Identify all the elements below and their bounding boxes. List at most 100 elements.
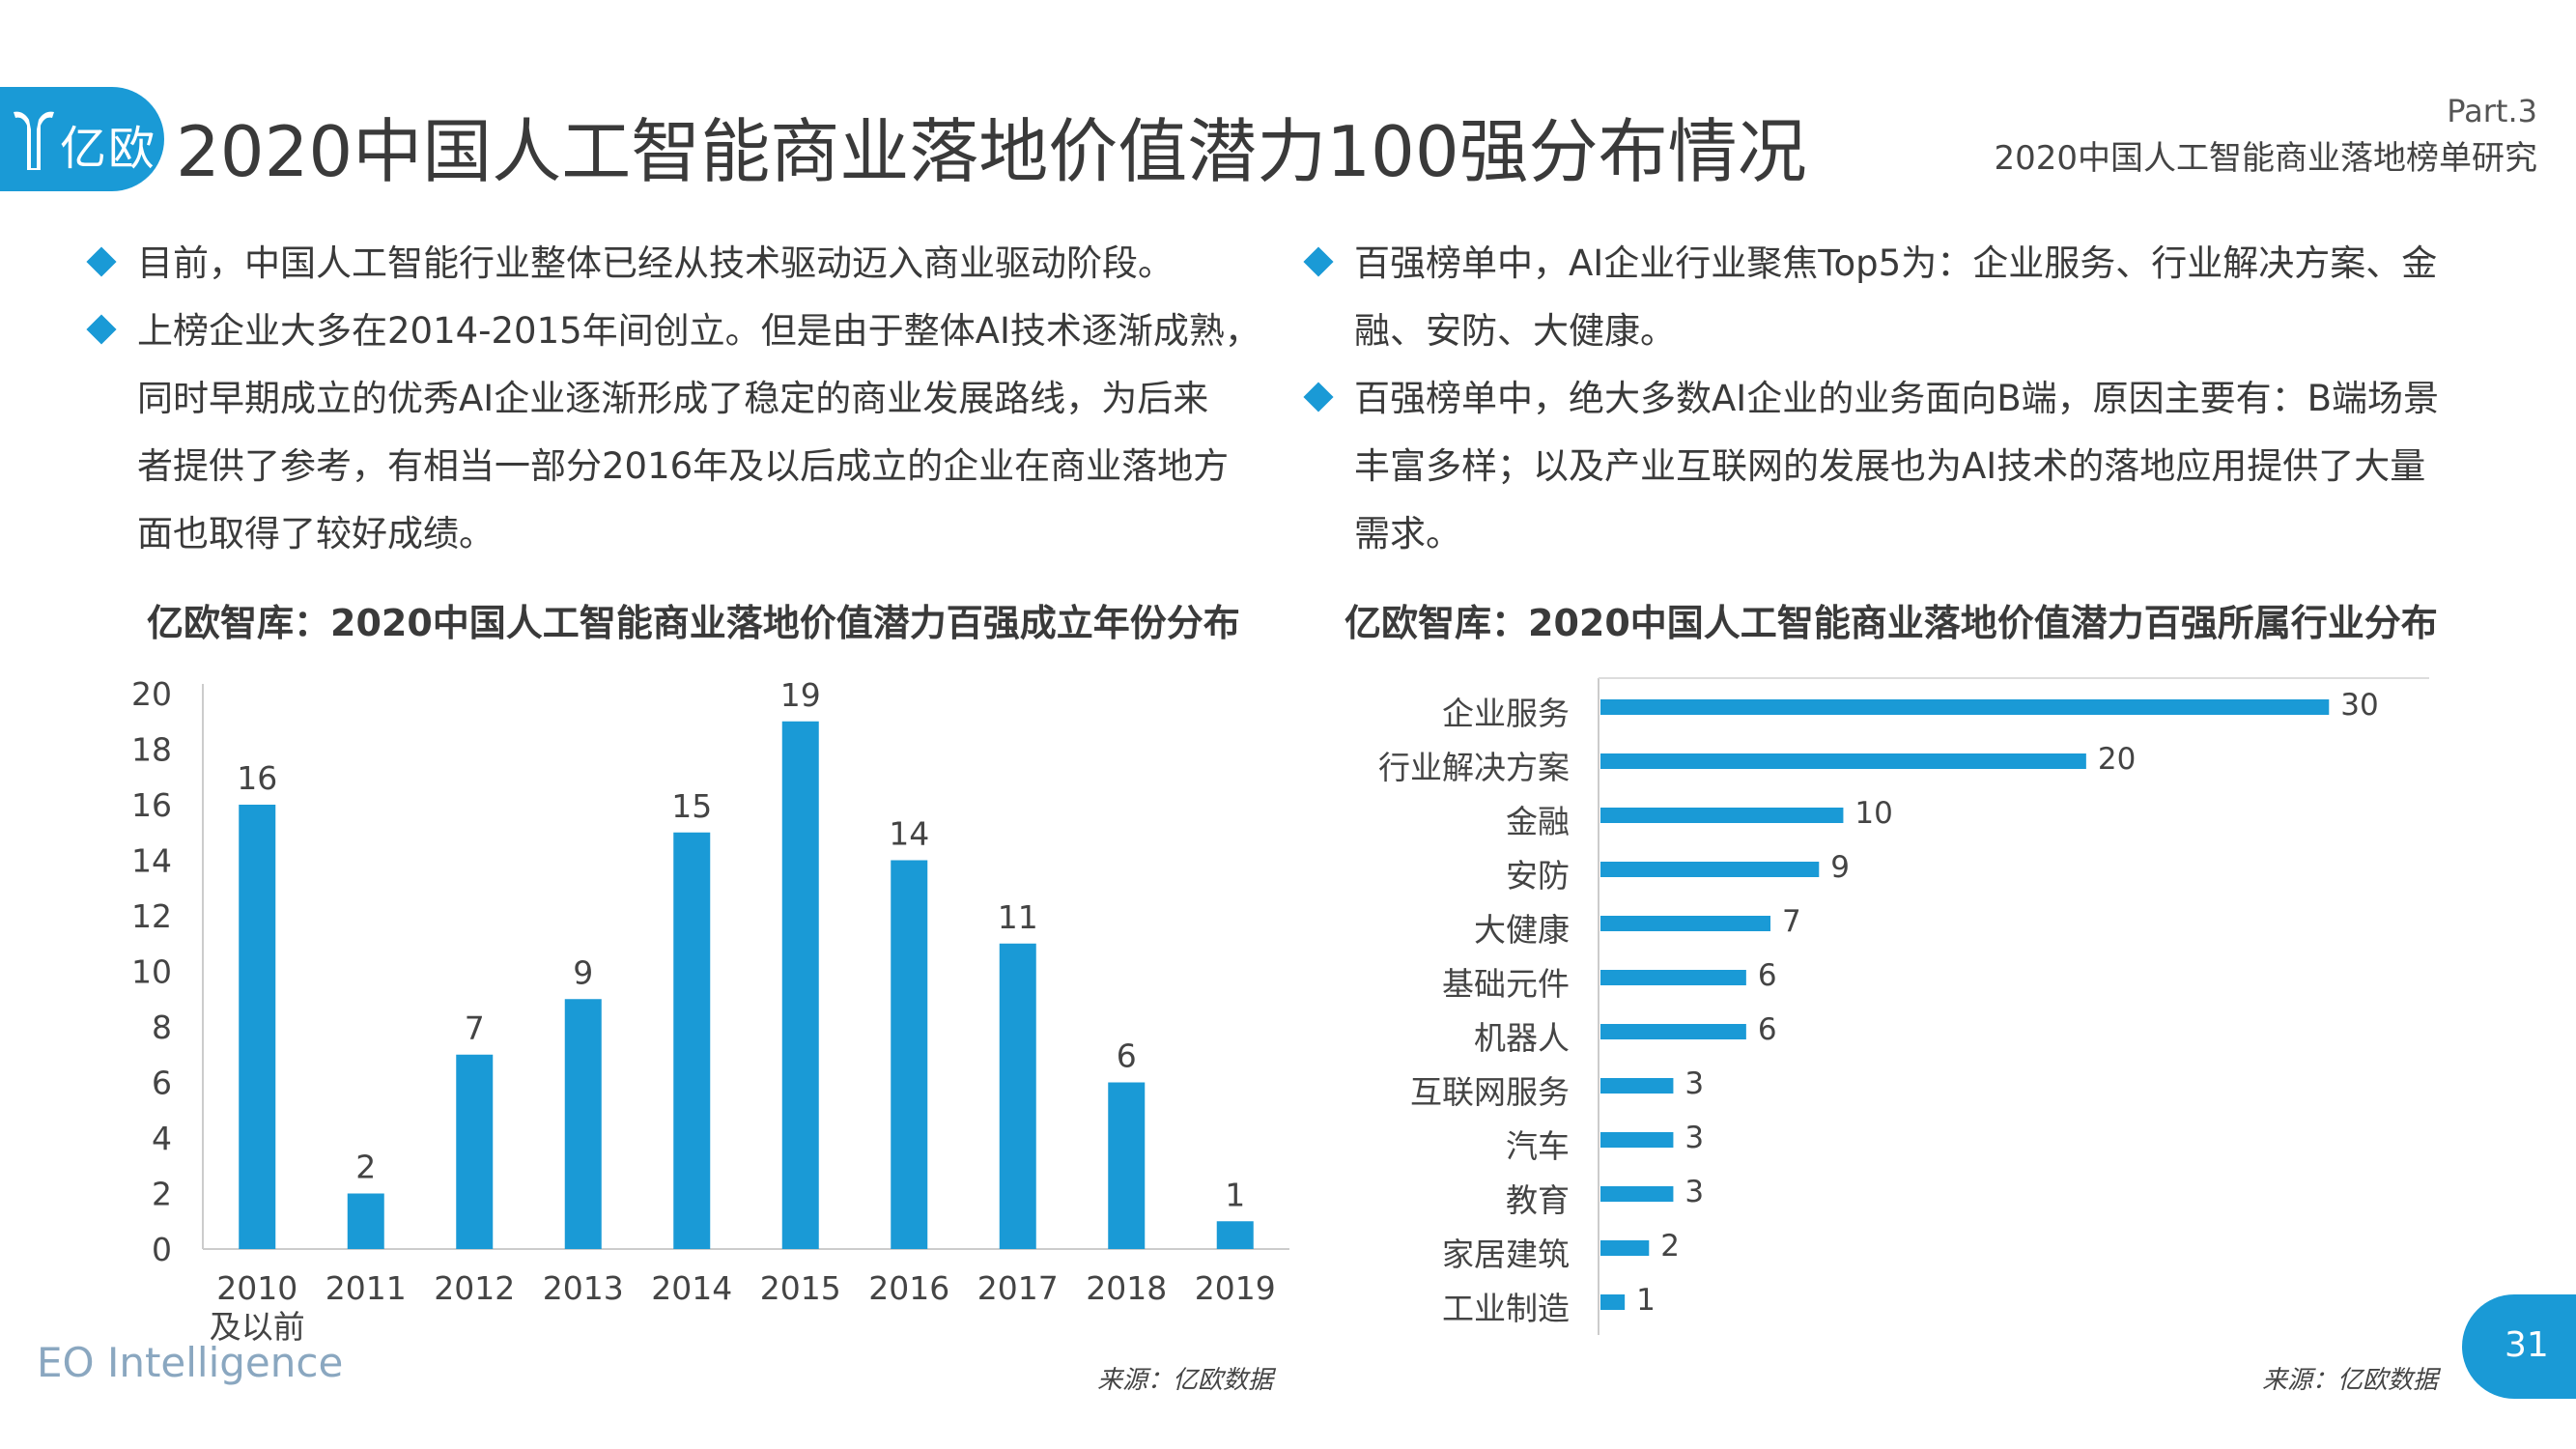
category-label: 工业制造 (1442, 1290, 1570, 1327)
x-tick-label: 2014 (651, 1269, 732, 1307)
y-tick-label: 2 (152, 1176, 172, 1213)
data-label: 9 (1830, 850, 1850, 885)
bullet-item: 上榜企业大多在2014-2015年间创立。但是由于整体AI技术逐渐成熟， 同时早期… (83, 298, 1329, 568)
data-label: 10 (1854, 796, 1892, 831)
category-label: 机器人 (1474, 1019, 1570, 1057)
bar (564, 999, 602, 1249)
bar (1216, 1221, 1254, 1249)
data-label: 1 (1225, 1176, 1245, 1213)
bullet-line: 丰富多样；以及产业互联网的发展也为AI技术的落地应用提供了大量 (1354, 445, 2426, 487)
category-label: 汽车 (1506, 1127, 1570, 1165)
bar (1600, 862, 1820, 877)
page-badge: 31 (2462, 1294, 2576, 1399)
x-tick-label: 2018 (1086, 1269, 1167, 1307)
data-label: 6 (1758, 958, 1777, 993)
bullet-line: 上榜企业大多在2014-2015年间创立。但是由于整体AI技术逐渐成熟， (137, 310, 1260, 352)
data-label: 2 (355, 1149, 376, 1186)
bullet-diamond-icon (86, 246, 117, 277)
data-label: 20 (2098, 742, 2136, 777)
data-label: 11 (998, 898, 1038, 936)
bullet-line: 目前，中国人工智能行业整体已经从技术驱动迈入商业驱动阶段。 (137, 242, 1174, 284)
y-tick-label: 20 (131, 675, 172, 713)
footer-brand: EO Intelligence (37, 1339, 344, 1386)
x-tick-label: 2013 (543, 1269, 624, 1307)
logo-badge: 亿欧 (0, 87, 164, 191)
bar (1600, 699, 2330, 715)
bullet-line: 融、安防、大健康。 (1354, 310, 1676, 352)
x-tick-label: 2017 (977, 1269, 1059, 1307)
category-label: 互联网服务 (1410, 1073, 1570, 1111)
bullets-left: 目前，中国人工智能行业整体已经从技术驱动迈入商业驱动阶段。上榜企业大多在2014… (83, 230, 1329, 568)
y-tick-label: 16 (131, 786, 172, 824)
data-label: 19 (780, 676, 821, 714)
bar (1600, 1024, 1746, 1039)
report-subtitle: 2020中国人工智能商业落地榜单研究 (1994, 139, 2537, 178)
bullet-diamond-icon (1303, 246, 1334, 277)
category-label: 家居建筑 (1442, 1236, 1570, 1273)
y-tick-label: 8 (152, 1009, 172, 1046)
bullet-diamond-icon (1303, 382, 1334, 412)
page-number: 31 (2505, 1325, 2549, 1365)
bullet-line: 者提供了参考，有相当一部分2016年及以后成立的企业在商业落地方 (137, 445, 1230, 487)
bar (1600, 808, 1844, 823)
bar (781, 721, 819, 1249)
bar (1600, 753, 2086, 769)
bar (673, 832, 711, 1249)
bar (891, 860, 928, 1249)
chart-title-years: 亿欧智库：2020中国人工智能商业落地价值潜力百强成立年份分布 (147, 602, 1240, 644)
data-label: 6 (1117, 1037, 1137, 1075)
data-label: 2 (1660, 1229, 1680, 1264)
bullet-line: 同时早期成立的优秀AI企业逐渐形成了稳定的商业发展路线，为后来 (137, 378, 1209, 419)
data-label: 6 (1758, 1012, 1777, 1047)
bullet-item: 百强榜单中，绝大多数AI企业的业务面向B端，原因主要有：B端场景 丰富多样；以及产… (1300, 365, 2556, 568)
x-tick-label: 2016 (868, 1269, 949, 1307)
bar (347, 1193, 384, 1249)
bar (456, 1054, 494, 1249)
part-label: Part.3 (2447, 93, 2537, 129)
category-label: 安防 (1506, 857, 1570, 895)
x-tick-label: 2011 (326, 1269, 407, 1307)
bullet-line: 面也取得了较好成绩。 (137, 513, 495, 554)
data-label: 14 (889, 815, 929, 853)
data-label: 3 (1684, 1121, 1704, 1155)
bullet-diamond-icon (86, 314, 117, 345)
data-label: 30 (2340, 688, 2378, 723)
bullet-line: 百强榜单中，AI企业行业聚焦Top5为：企业服务、行业解决方案、金 (1354, 242, 2438, 284)
y-tick-label: 18 (131, 731, 172, 769)
category-label: 大健康 (1474, 911, 1570, 949)
chart-title-industries: 亿欧智库：2020中国人工智能商业落地价值潜力百强所属行业分布 (1345, 602, 2438, 644)
bar (1108, 1082, 1146, 1249)
x-tick-label: 2012 (434, 1269, 515, 1307)
x-tick-label: 2015 (760, 1269, 841, 1307)
bar (239, 805, 276, 1249)
category-label: 行业解决方案 (1378, 749, 1570, 786)
source-right: 来源：亿欧数据 (2262, 1366, 2439, 1395)
data-label: 1 (1636, 1283, 1656, 1318)
bar (1600, 1078, 1674, 1094)
y-tick-label: 12 (131, 897, 172, 935)
bullet-line: 百强榜单中，绝大多数AI企业的业务面向B端，原因主要有：B端场景 (1354, 378, 2439, 419)
x-tick-label: 2019 (1195, 1269, 1276, 1307)
data-label: 16 (237, 759, 277, 797)
data-label: 9 (573, 953, 593, 991)
bar (1600, 970, 1746, 985)
page-title: 2020中国人工智能商业落地价值潜力100强分布情况 (176, 111, 1807, 192)
bullet-item: 百强榜单中，AI企业行业聚焦Top5为：企业服务、行业解决方案、金 融、安防、大健… (1300, 230, 2556, 365)
data-label: 3 (1684, 1175, 1704, 1209)
y-tick-label: 4 (152, 1120, 172, 1157)
bullet-item: 目前，中国人工智能行业整体已经从技术驱动迈入商业驱动阶段。 (83, 230, 1329, 298)
y-tick-label: 14 (131, 842, 172, 880)
bar (1600, 1294, 1626, 1310)
bar (999, 943, 1036, 1249)
logo-text: 亿欧 (60, 122, 157, 176)
category-label: 金融 (1506, 803, 1570, 840)
y-tick-label: 10 (131, 953, 172, 991)
logo-icon (14, 111, 54, 170)
chart-years: 02468101214161820162010及以前22011720129201… (131, 675, 1289, 1346)
data-label: 7 (1782, 904, 1801, 939)
category-label: 基础元件 (1442, 965, 1570, 1003)
data-label: 3 (1684, 1066, 1704, 1101)
source-left: 来源：亿欧数据 (1097, 1366, 1274, 1395)
data-label: 15 (671, 787, 712, 825)
bullets-right: 百强榜单中，AI企业行业聚焦Top5为：企业服务、行业解决方案、金 融、安防、大健… (1300, 230, 2556, 568)
